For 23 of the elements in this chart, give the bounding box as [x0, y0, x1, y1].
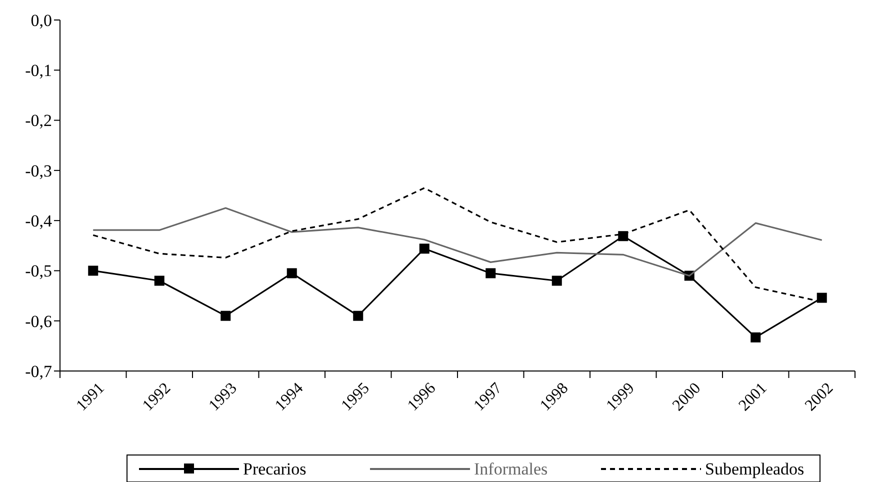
y-tick-label: -0,3	[25, 161, 52, 180]
point	[353, 310, 364, 321]
point	[486, 268, 496, 278]
y-tick-label: -0,2	[25, 111, 52, 130]
y-tick-label: -0,6	[25, 312, 52, 331]
point	[286, 268, 297, 278]
point	[88, 266, 98, 276]
text: Informales	[474, 459, 548, 478]
y-tick-label: -0,4	[25, 212, 52, 231]
point	[618, 231, 628, 242]
point	[816, 292, 827, 303]
point	[552, 276, 562, 286]
point	[419, 244, 430, 254]
text: Precarios	[243, 459, 306, 478]
y-tick-label: -0,7	[25, 362, 52, 381]
y-tick-label: -0,5	[25, 262, 52, 281]
point	[750, 332, 761, 342]
x-tick-label: 1991	[73, 380, 108, 414]
point	[154, 276, 164, 286]
legend-label: Subempleados	[705, 459, 804, 478]
y-tick-label: -0,1	[25, 61, 52, 80]
y-tick-label: 0,0	[30, 10, 52, 30]
point	[220, 310, 231, 321]
